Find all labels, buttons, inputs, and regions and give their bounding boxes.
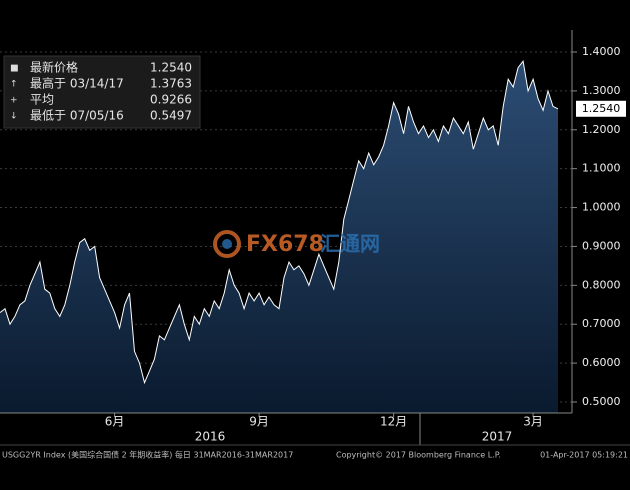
- line: [0, 59, 559, 385]
- y-tick-label: 1.2000: [582, 123, 621, 136]
- summary-name: 最高于 03/14/17: [30, 76, 124, 91]
- summary: ■ 最新价格 1.2540 ↑ 最高于 03/14/17 1.3763 + 平均 0.9266 ↓…: [10, 60, 192, 123]
- footer-timestamp: 01-Apr-2017 05:19:21: [540, 451, 628, 460]
- y-tick-label: 0.7000: [582, 317, 621, 330]
- footer-copyright: Copyright© 2017 Bloomberg Finance L.P.: [336, 451, 501, 460]
- summary-name: 最低于 07/05/16: [30, 109, 124, 123]
- summary-value: 1.3763: [150, 77, 192, 91]
- year-label: 2017: [482, 430, 513, 444]
- area: [0, 61, 558, 413]
- y-tick-label: 0.8000: [582, 278, 621, 291]
- y-tick-label: 1.4000: [582, 45, 621, 58]
- footer-index: USGG2YR Index (美国综合国债 2 年期收益率) 每日 31MAR2…: [2, 450, 293, 460]
- summary-box: [3, 55, 201, 129]
- watermark-logo: [213, 230, 241, 258]
- summary-value: 0.9266: [150, 93, 192, 107]
- last-price-label: 1.2540: [582, 102, 621, 115]
- last-price-tag: [576, 100, 626, 117]
- watermark-name: 汇通网: [320, 232, 380, 256]
- summary-value: 0.5497: [150, 109, 192, 123]
- y-tick-label: 1.0000: [582, 201, 621, 214]
- year-label: 2016: [195, 430, 226, 444]
- summary-icon: ■: [10, 64, 19, 74]
- summary-icon: ↓: [10, 112, 18, 122]
- watermark-brand: FX678: [246, 232, 324, 257]
- y-tick-label: 0.6000: [582, 356, 621, 369]
- x-tick-label: 3月: [523, 415, 543, 429]
- x-tick-label: 9月: [249, 415, 269, 429]
- watermark-logo: [222, 239, 232, 249]
- summary-icon: ↑: [10, 80, 18, 90]
- summary-name: 最新价格: [30, 60, 78, 75]
- y-tick-label: 1.3000: [582, 84, 621, 97]
- summary-name: 平均: [30, 93, 54, 107]
- x-tick-label: 6月: [105, 415, 125, 429]
- y-tick-label: 1.1000: [582, 162, 621, 175]
- y-tick-label: 0.9000: [582, 239, 621, 252]
- y-tick-label: 0.5000: [582, 395, 621, 408]
- summary-value: 1.2540: [150, 61, 192, 75]
- summary-icon: +: [10, 96, 18, 106]
- x-tick-label: 12月: [380, 415, 407, 429]
